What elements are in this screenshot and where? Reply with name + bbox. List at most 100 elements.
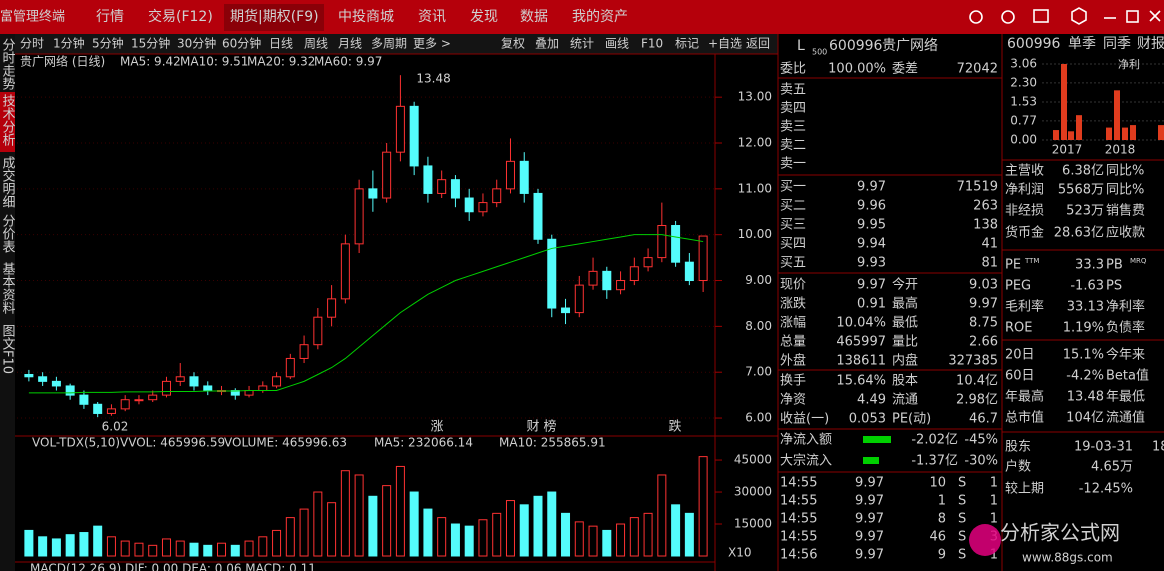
volume-bar [657, 474, 667, 557]
fin-label: 较上期 [1005, 482, 1044, 497]
stat-value: 2.66 [969, 335, 998, 350]
volume-bar [602, 529, 612, 557]
volume-bar [533, 495, 543, 557]
candle-body [437, 179, 447, 194]
label: S [958, 494, 966, 509]
y-tick-label: 45000 [734, 453, 772, 467]
label: 量比 [892, 335, 918, 350]
fin-label: 毛利率 [1005, 299, 1044, 315]
fin-tab: 同季 [1103, 36, 1131, 52]
label: 现价 [780, 278, 806, 293]
event-marker: 财 [526, 420, 539, 435]
candle-body [51, 380, 61, 387]
candle-body [65, 385, 75, 396]
tool-button: F10 [641, 37, 663, 51]
label: -2.02亿 [911, 433, 958, 448]
candle-body [368, 188, 378, 199]
fin-sup: MRQ [1130, 257, 1147, 265]
bid-label: 买一 [780, 180, 806, 195]
flow-bar [863, 457, 879, 464]
volume-bar [423, 508, 433, 557]
candle-body [382, 151, 392, 199]
menu-item: 中投商城 [338, 9, 394, 25]
y-tick-label: 10.00 [738, 227, 772, 241]
volume-bar [106, 536, 116, 557]
candle-body [79, 394, 89, 405]
tool-button: 画线 [605, 37, 629, 51]
volume-bar [698, 456, 708, 557]
fin-y-tick: 0.00 [1010, 133, 1037, 147]
macd-header: MACD(12,26,9) DIF: 0.00 DEA: 0.06 MACD: … [30, 562, 316, 571]
label: 4.49 [857, 393, 886, 408]
label: 股本 [892, 374, 918, 389]
period-tab: 多周期 [371, 37, 407, 51]
volume-bar [437, 517, 447, 557]
fin-y-tick: 2.30 [1010, 75, 1037, 89]
label: 1 [990, 476, 998, 491]
fin-tab: 单季 [1068, 36, 1096, 52]
volume-bar [561, 512, 571, 557]
volume-bar [217, 542, 227, 557]
fin-label: 60日 [1005, 369, 1035, 384]
fin-value: 33.13 [1067, 300, 1104, 315]
candle-body [561, 307, 571, 314]
volume-bar [65, 534, 75, 557]
sidebar-tab: 图文F10 [0, 324, 15, 374]
label: 流通 [892, 393, 918, 408]
flow-bar [863, 436, 891, 443]
bid-label: 买四 [780, 237, 806, 252]
candle-body [354, 188, 364, 245]
label: 净资 [780, 393, 806, 408]
label: 1 [990, 512, 998, 527]
label: 委比 [780, 62, 806, 77]
candle-body [148, 394, 158, 401]
y-tick-label: 30000 [734, 485, 772, 499]
candle-body [464, 197, 474, 213]
indicator: MA60: 9.97 [314, 55, 382, 69]
menu-item: 数据 [520, 9, 548, 25]
label: 10.4亿 [956, 374, 998, 389]
y-tick-label: 13.00 [738, 90, 772, 104]
volume-bar [340, 470, 350, 557]
fin-value: 28.63亿 [1054, 226, 1104, 241]
tool-button: 标记 [675, 37, 699, 51]
volume-bar [299, 508, 309, 557]
stat-value: 138611 [836, 354, 886, 369]
bid-volume: 138 [973, 218, 998, 233]
fin-label: 非经损 [1005, 204, 1044, 219]
volume-bar [629, 517, 639, 557]
volume-bar [258, 536, 268, 557]
bid-price: 9.97 [857, 180, 886, 195]
sidebar-active [0, 92, 15, 152]
volume-bar [244, 540, 254, 557]
stat-value: 0.91 [857, 297, 886, 312]
candle-body [340, 243, 350, 300]
volume-bar [24, 529, 34, 557]
indicator: MA10: 9.51 [180, 55, 248, 69]
window-icons [969, 7, 1161, 25]
label: 1 [990, 548, 998, 563]
fin-bar [1076, 115, 1082, 140]
label: 9.97 [855, 476, 884, 491]
label: PE(动) [892, 412, 931, 427]
volume-bar [327, 502, 337, 557]
y-tick-label: 8.00 [745, 319, 772, 333]
fin-label: 净利润 [1005, 183, 1044, 198]
fin-label: 同比% [1106, 164, 1144, 179]
ask-label: 卖一 [780, 157, 806, 172]
label: 9.97 [855, 548, 884, 563]
fin-y-tick: 1.53 [1010, 95, 1037, 109]
candle-body [93, 403, 103, 414]
label: 外盘 [780, 353, 806, 369]
stat-value: 327385 [948, 354, 998, 369]
fin-tab: 财报 [1137, 36, 1164, 52]
y-tick-label: 12.00 [738, 136, 772, 150]
volume-bar [148, 544, 158, 557]
watermark-logo [969, 524, 1001, 556]
sidebar-tab: 成交明细 [0, 156, 15, 208]
fin-bar [1061, 64, 1067, 140]
volume-bar [450, 523, 460, 557]
fin-value: 5568万 [1058, 183, 1104, 198]
event-marker: 榜 [543, 419, 556, 435]
